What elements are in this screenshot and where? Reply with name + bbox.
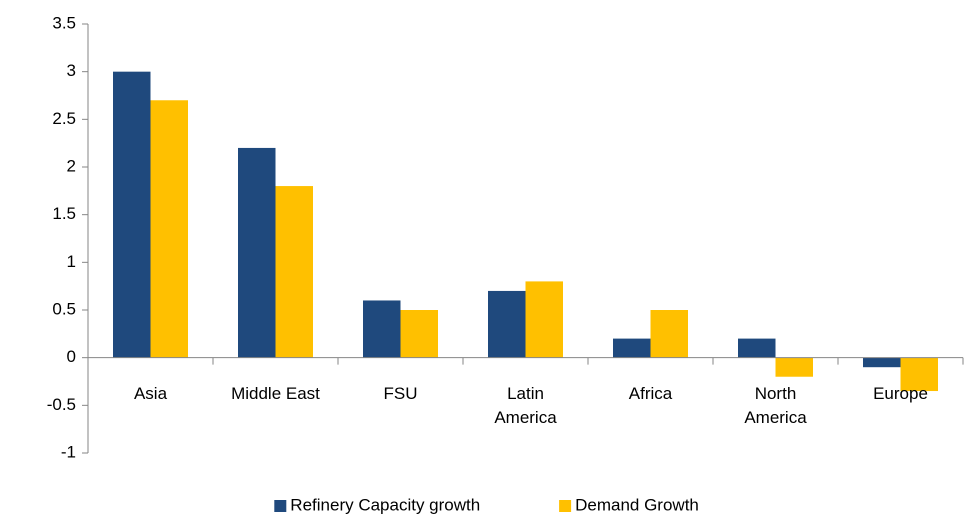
bar (275, 186, 313, 358)
y-tick-label: 1 (67, 252, 76, 271)
bar (400, 310, 438, 358)
x-tick-label: Latin America (494, 383, 557, 427)
y-tick-label: 2.5 (52, 109, 76, 128)
bar (613, 338, 651, 358)
bar (863, 357, 901, 368)
y-tick-label: -1 (61, 442, 76, 461)
bar (363, 300, 401, 358)
x-tick-label: Africa (628, 383, 673, 403)
bar (113, 71, 151, 358)
x-tick-label: Middle East (231, 383, 320, 403)
bar (650, 310, 688, 358)
legend-label: Demand Growth (575, 495, 699, 514)
y-tick-label: 0 (67, 347, 76, 366)
y-tick-label: 3 (67, 61, 76, 80)
bar (238, 147, 276, 358)
legend-label: Refinery Capacity growth (290, 495, 480, 514)
x-tick-label: North America (744, 383, 807, 427)
bar (525, 281, 563, 358)
legend-swatch (274, 500, 287, 512)
x-tick-label: Europe (873, 383, 928, 403)
bar (150, 100, 188, 358)
bar (900, 357, 938, 392)
y-tick-label: 0.5 (52, 299, 76, 318)
x-tick-label: FSU (383, 383, 418, 403)
y-tick-label: 3.5 (52, 13, 76, 32)
bar (488, 290, 526, 358)
bar (775, 357, 813, 377)
y-tick-label: -0.5 (47, 395, 76, 414)
bar (738, 338, 776, 358)
y-tick-label: 1.5 (52, 204, 76, 223)
y-tick-label: 2 (67, 156, 76, 175)
x-tick-label: Asia (133, 383, 168, 403)
legend-swatch (559, 500, 572, 512)
